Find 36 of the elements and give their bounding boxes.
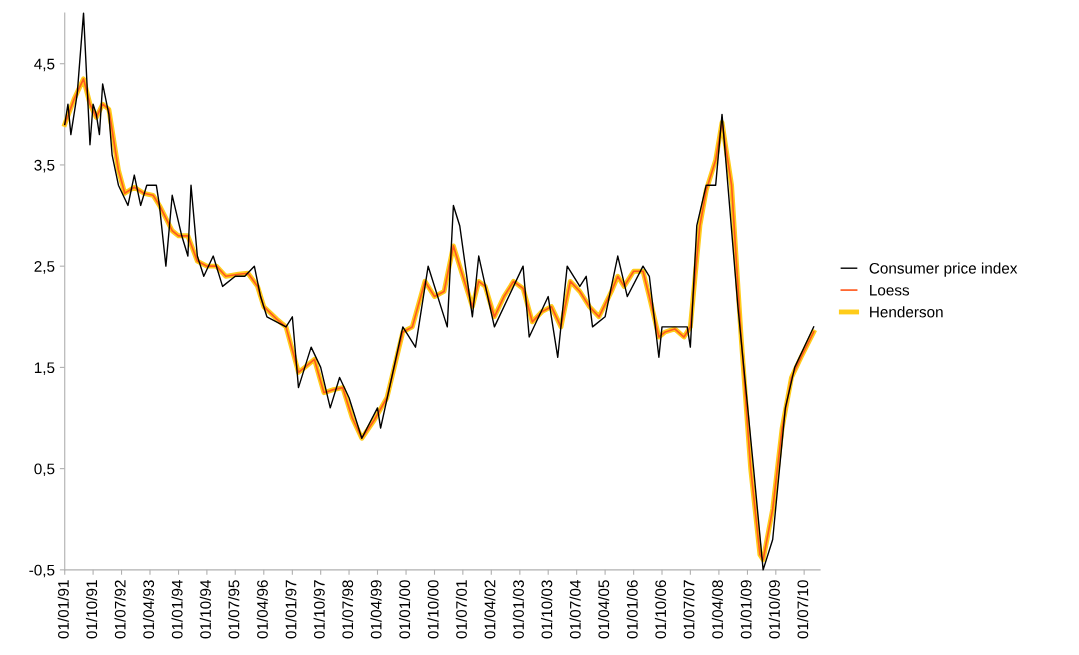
x-tick-label: 01/07/07 — [683, 580, 695, 639]
x-tick-label: 01/07/04 — [569, 580, 581, 639]
x-tick-label: 01/10/00 — [427, 580, 439, 639]
x-tick-label: 01/01/03 — [512, 580, 524, 639]
x-tick-label: 01/04/02 — [484, 580, 496, 639]
x-tick-label: 01/04/05 — [597, 580, 610, 639]
x-tick-label: 01/07/92 — [114, 580, 126, 639]
x-tick-label: 01/04/93 — [142, 580, 155, 639]
x-tick-label: 01/01/09 — [740, 580, 752, 639]
x-tick-label: 01/07/95 — [228, 580, 240, 639]
x-tick-label: 01/04/96 — [256, 580, 268, 639]
legend-label: Loess — [870, 284, 910, 296]
x-tick-label: 01/01/06 — [626, 580, 638, 639]
x-tick-label: 01/01/91 — [57, 580, 69, 639]
legend-label: Consumer price index — [869, 262, 1018, 277]
x-tick-label: 01/04/99 — [370, 580, 382, 639]
x-tick-label: 01/10/06 — [654, 580, 667, 639]
x-tick-label: 01/10/94 — [199, 580, 211, 639]
y-tick-label: 3,5 — [34, 159, 55, 173]
x-tick-label: 01/07/98 — [341, 580, 354, 639]
x-tick-label: 01/07/01 — [455, 580, 467, 639]
x-tick-label: 01/01/94 — [171, 580, 183, 639]
x-tick-label: 01/10/97 — [313, 580, 325, 639]
x-tick-label: 01/07/10 — [797, 580, 809, 639]
y-tick-label: 1,5 — [34, 362, 55, 375]
y-tick-label: 4,5 — [34, 58, 55, 72]
x-tick-label: 01/04/08 — [711, 580, 724, 639]
x-tick-label: 01/10/03 — [541, 580, 553, 639]
x-tick-label: 01/01/00 — [398, 580, 411, 639]
y-tick-label: -0,5 — [29, 564, 55, 578]
x-tick-label: 01/10/91 — [85, 580, 98, 639]
y-tick-label: 2,5 — [34, 261, 55, 274]
x-tick-label: 01/10/09 — [768, 580, 780, 639]
legend-label: Henderson — [870, 306, 943, 318]
x-tick-label: 01/01/97 — [285, 580, 297, 639]
y-tick-label: 0,5 — [34, 463, 55, 477]
